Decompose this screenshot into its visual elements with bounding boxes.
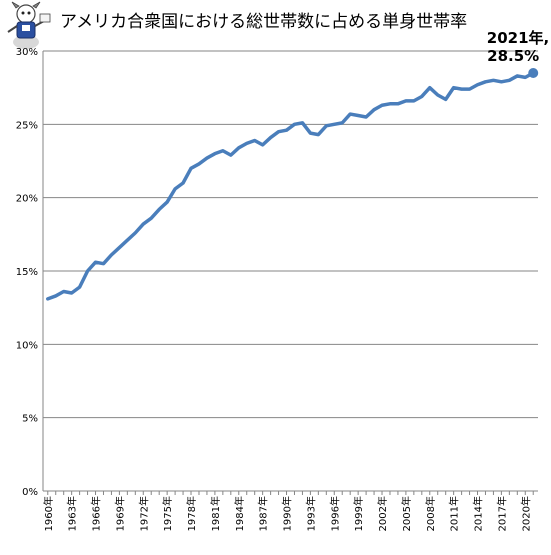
- x-tick-label: 1969年: [113, 496, 126, 531]
- x-tick-label: 1993年: [304, 496, 317, 531]
- x-tick-label: 2017年: [495, 496, 508, 531]
- data-label-year: 2021年,: [487, 29, 549, 47]
- mascot-logo: [7, 1, 51, 49]
- y-tick-label: 25%: [16, 120, 38, 131]
- y-tick-label: 0%: [22, 487, 38, 498]
- x-tick-label: 1975年: [161, 496, 174, 531]
- data-label-value: 28.5%: [487, 47, 539, 65]
- x-tick-label: 1960年: [42, 496, 55, 531]
- x-tick-label: 1972年: [137, 496, 150, 531]
- y-tick-label: 20%: [16, 194, 38, 205]
- x-tick-label: 2008年: [424, 496, 437, 531]
- x-tick-label: 1963年: [66, 496, 79, 531]
- x-tick-label: 2005年: [400, 496, 413, 531]
- y-tick-label: 10%: [16, 340, 38, 351]
- x-tick-label: 1999年: [352, 496, 365, 531]
- series-line: [46, 71, 535, 301]
- y-tick-label: 5%: [22, 414, 38, 425]
- x-tick-label: 1990年: [281, 496, 294, 531]
- x-tick-label: 2011年: [448, 496, 461, 531]
- chart-title: アメリカ合衆国における総世帯数に占める単身世帯率: [60, 12, 467, 32]
- axis-layer: 0% 5% 10% 15% 20% 25% 30% 1960年 1963年 1966年 1969年 1…: [16, 47, 538, 531]
- y-tick-label: 30%: [16, 47, 38, 58]
- series-layer: [46, 68, 539, 301]
- x-tick-label: 1987年: [257, 496, 270, 531]
- x-tick-label: 1981年: [209, 496, 222, 531]
- annotation-layer: 2021年, 28.5%: [487, 29, 549, 65]
- grid-layer: [43, 50, 538, 419]
- x-tick-label: 1984年: [233, 496, 246, 531]
- x-tick-label: 1978年: [185, 496, 198, 531]
- x-tick-label: 2020年: [519, 496, 532, 531]
- x-tick-label: 2014年: [472, 496, 485, 531]
- x-tick-label: 2002年: [376, 496, 389, 531]
- data-point-2021: [528, 68, 539, 78]
- y-tick-label: 15%: [16, 267, 38, 278]
- x-tick-label: 1966年: [90, 496, 103, 531]
- x-tick-label: 1996年: [328, 496, 341, 531]
